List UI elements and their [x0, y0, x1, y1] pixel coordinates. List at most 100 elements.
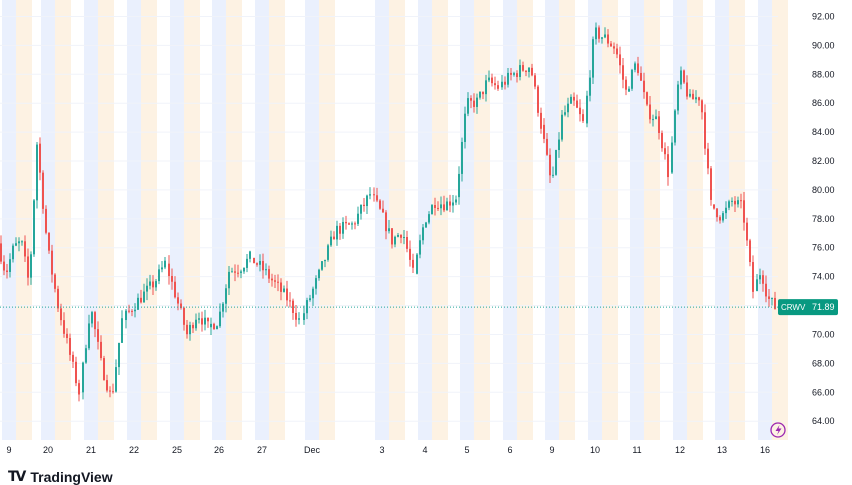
candle-down — [171, 276, 173, 282]
afterhours-band — [559, 0, 575, 440]
candle-down — [234, 271, 236, 273]
x-tick-label: 11 — [632, 445, 641, 455]
premarket-band — [503, 0, 517, 440]
premarket-band — [305, 0, 319, 440]
y-tick-label: 82.00 — [812, 156, 835, 166]
candle-down — [774, 297, 776, 309]
candle-up — [467, 98, 469, 114]
tradingview-brand[interactable]: TV TradingView — [8, 469, 113, 485]
candle-up — [336, 225, 338, 240]
candle-down — [610, 43, 612, 47]
candle-down — [192, 324, 194, 329]
candle-up — [12, 245, 14, 260]
candle-up — [18, 241, 20, 244]
premarket-band — [418, 0, 432, 440]
candle-down — [537, 86, 539, 113]
candle-down — [42, 172, 44, 209]
candle-up — [461, 141, 463, 174]
candle-up — [306, 300, 308, 314]
price-chart[interactable]: 92.00 90.00 88.00 86.00 84.00 82.00 80.00 78.00… — [0, 0, 852, 465]
afterhours-band — [729, 0, 745, 440]
candle-up — [283, 288, 285, 292]
candle-up — [134, 309, 136, 312]
candle-up — [137, 297, 139, 310]
candle-down — [201, 318, 203, 325]
x-tick-label: 5 — [464, 445, 469, 455]
candle-up — [695, 97, 697, 100]
candle-up — [265, 269, 267, 271]
candle-down — [400, 234, 402, 238]
afterhours-band — [226, 0, 242, 440]
flash-icon-bolt — [775, 425, 782, 435]
candle-down — [667, 154, 669, 178]
candle-up — [143, 291, 145, 303]
candle-down — [482, 91, 484, 95]
candle-down — [106, 380, 108, 391]
candle-up — [222, 303, 224, 312]
candle-up — [369, 194, 371, 196]
candle-down — [598, 27, 600, 39]
afterhours-band — [644, 0, 660, 440]
candle-down — [174, 281, 176, 298]
y-axis[interactable]: 92.00 90.00 88.00 86.00 84.00 82.00 80.00 78.00… — [812, 11, 835, 426]
x-axis[interactable]: 9 20 21 22 25 26 27 Dec 3 4 5 6 9 10 11 12 13 16 — [6, 445, 770, 455]
candle-up — [655, 116, 657, 120]
candle-up — [631, 69, 633, 89]
candle-down — [704, 112, 706, 149]
candle-down — [348, 223, 350, 225]
candle-down — [152, 281, 154, 288]
candle-down — [649, 104, 651, 120]
candle-up — [628, 88, 630, 92]
candle-down — [719, 217, 721, 221]
x-tick-label: 9 — [6, 445, 11, 455]
candle-down — [664, 148, 666, 155]
candle-down — [640, 72, 642, 81]
candle-down — [437, 207, 439, 209]
premarket-band — [758, 0, 772, 440]
candle-up — [225, 288, 227, 304]
candle-down — [449, 201, 451, 206]
afterhours-band — [319, 0, 335, 440]
candle-up — [231, 271, 233, 273]
candle-down — [661, 132, 663, 149]
flash-icon[interactable] — [770, 422, 786, 438]
candle-up — [507, 72, 509, 85]
candle-down — [112, 391, 114, 393]
candle-down — [97, 329, 99, 342]
premarket-band — [212, 0, 226, 440]
candle-up — [204, 317, 206, 325]
candle-down — [94, 312, 96, 330]
afterhours-band — [184, 0, 200, 440]
candle-down — [48, 232, 50, 251]
x-tick-label: 27 — [257, 445, 267, 455]
candle-down — [345, 221, 347, 224]
candle-down — [525, 70, 527, 72]
afterhours-band — [517, 0, 533, 440]
candle-down — [707, 148, 709, 169]
candle-up — [561, 114, 563, 140]
premarket-band — [2, 0, 16, 440]
x-tick-label: Dec — [304, 445, 321, 455]
candle-down — [289, 300, 291, 302]
candle-down — [3, 261, 5, 271]
candle-up — [357, 213, 359, 224]
candle-up — [397, 234, 399, 237]
premarket-band — [673, 0, 687, 440]
candle-up — [210, 323, 212, 328]
candle-up — [394, 236, 396, 245]
candles — [0, 22, 776, 402]
candle-down — [109, 390, 111, 392]
candle-up — [501, 81, 503, 88]
candle-up — [15, 243, 17, 246]
candle-up — [595, 27, 597, 40]
candle-down — [292, 300, 294, 313]
candle-up — [366, 195, 368, 207]
candle-up — [476, 97, 478, 107]
candle-down — [470, 98, 472, 101]
x-tick-label: 20 — [43, 445, 53, 455]
candle-up — [36, 144, 38, 201]
candle-up — [440, 204, 442, 209]
x-tick-label: 4 — [422, 445, 427, 455]
candle-down — [75, 361, 77, 384]
y-tick-label: 68.00 — [812, 358, 835, 368]
